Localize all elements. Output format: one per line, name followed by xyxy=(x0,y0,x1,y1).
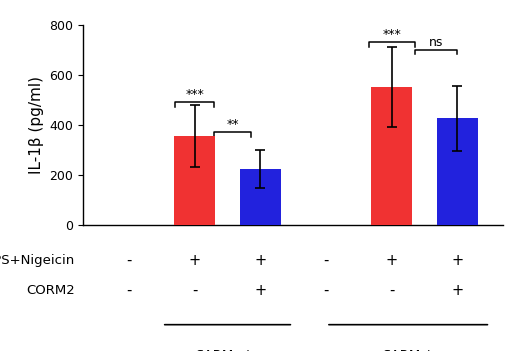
Text: -: - xyxy=(192,283,197,298)
Bar xyxy=(174,136,215,225)
Text: +: + xyxy=(452,283,463,298)
Y-axis label: IL-1β (pg/ml): IL-1β (pg/ml) xyxy=(29,75,44,174)
Bar xyxy=(240,169,281,225)
Text: -: - xyxy=(126,283,132,298)
Text: **: ** xyxy=(226,118,239,131)
Text: ***: *** xyxy=(383,28,401,41)
Bar xyxy=(372,87,412,225)
Text: +: + xyxy=(188,253,201,268)
Text: LPS+Nigeicin: LPS+Nigeicin xyxy=(0,254,75,267)
Text: +: + xyxy=(254,253,266,268)
Text: ns: ns xyxy=(429,35,443,48)
Text: -: - xyxy=(323,253,329,268)
Text: CORM2: CORM2 xyxy=(26,284,75,297)
Text: -: - xyxy=(126,253,132,268)
Text: +: + xyxy=(254,283,266,298)
Text: SARM-/-: SARM-/- xyxy=(382,349,434,351)
Text: -: - xyxy=(323,283,329,298)
Text: -: - xyxy=(389,283,394,298)
Bar xyxy=(437,118,478,225)
Text: SARM+/+: SARM+/+ xyxy=(195,349,260,351)
Text: ***: *** xyxy=(185,88,204,101)
Text: +: + xyxy=(452,253,463,268)
Text: +: + xyxy=(386,253,398,268)
